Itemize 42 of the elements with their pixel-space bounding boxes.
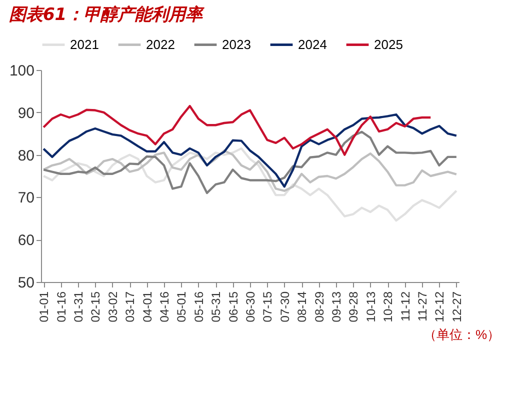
y-tick-label: 60 [18, 232, 34, 250]
line-series [42, 147, 458, 222]
y-tick-label: 90 [18, 104, 34, 122]
x-tick-label: 09-13 [330, 291, 344, 322]
x-tick-label: 05-01 [174, 291, 189, 322]
legend-label: 2022 [146, 36, 175, 52]
legend-label: 2021 [70, 36, 99, 52]
y-tick-label: 70 [18, 190, 34, 207]
legend-label: 2025 [374, 36, 403, 52]
y-tick-label: 50 [18, 274, 34, 292]
chart-title: 图表61：甲醇产能利用率 [8, 5, 205, 25]
y-tick-label: 80 [18, 147, 34, 164]
x-tick-label: 10-28 [381, 291, 396, 322]
x-tick-label: 06-15 [226, 291, 240, 322]
x-tick-label: 07-30 [278, 291, 292, 322]
x-tick-label: 12-27 [450, 291, 464, 322]
x-tick-label: 12-12 [432, 291, 447, 322]
x-tick-label: 04-01 [140, 291, 154, 322]
legend-label: 2024 [298, 36, 327, 52]
x-tick-label: 09-28 [346, 291, 361, 322]
x-tick-label: 11-27 [416, 291, 430, 322]
line-series [42, 104, 432, 156]
x-tick-label: 01-01 [37, 291, 52, 322]
legend-label: 2023 [222, 36, 251, 52]
x-tick-label: 01-16 [54, 291, 68, 322]
x-tick-label: 10-13 [364, 291, 378, 322]
x-tick-label: 01-31 [71, 291, 86, 322]
x-tick-label: 11-12 [398, 291, 412, 322]
x-tick-label: 05-31 [209, 291, 224, 322]
x-tick-label: 07-15 [260, 291, 275, 322]
line-series [42, 149, 458, 192]
x-tick-label: 03-02 [106, 291, 120, 322]
x-tick-label: 02-15 [88, 291, 103, 322]
y-tick-label: 100 [9, 62, 34, 80]
x-tick-label: 08-29 [312, 291, 326, 322]
x-tick-label: 03-17 [123, 291, 138, 322]
x-tick-label: 04-16 [157, 291, 172, 322]
text: （单位：%） [422, 326, 500, 344]
line-series [42, 113, 458, 188]
x-tick-label: 06-30 [244, 291, 258, 322]
x-tick-label: 05-16 [192, 291, 206, 322]
x-tick-label: 08-14 [295, 291, 310, 322]
